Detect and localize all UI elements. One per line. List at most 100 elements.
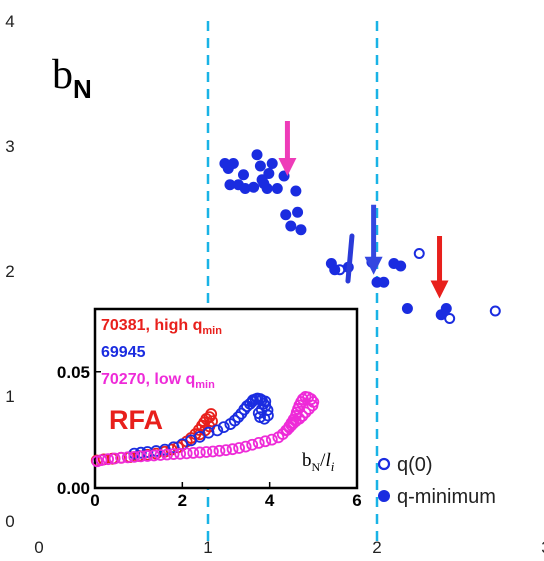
main-scatter-points — [219, 149, 501, 324]
inset-open-circle-point — [187, 446, 200, 459]
main-y-tick-label: 0 — [5, 512, 14, 531]
filled-circle-point — [285, 220, 297, 232]
inset-y-tick-label: 0.05 — [57, 363, 90, 382]
filled-circle-point — [263, 168, 275, 179]
inset-open-circle-point — [95, 454, 108, 467]
filled-circle-point — [251, 149, 263, 161]
inset-open-circle-point — [205, 408, 218, 420]
inset-open-circle-point — [154, 449, 167, 461]
main-y-tick-label: 1 — [5, 387, 14, 406]
inset-open-circle-point — [148, 449, 160, 462]
inset-open-circle-point — [281, 423, 294, 436]
legend-filled-marker — [378, 490, 390, 502]
inset-open-circle-point — [252, 437, 265, 449]
main-x-tick-label: 1 — [203, 538, 212, 557]
inset-x-tick-label: 2 — [178, 491, 187, 510]
main-y-tick-label: 2 — [5, 262, 14, 281]
inset-open-circle-point — [167, 448, 180, 460]
main-y-tick-labels: 0 1 2 3 4 — [5, 12, 14, 531]
inset-open-circle-point — [259, 435, 272, 448]
arrow-annotations — [278, 121, 449, 299]
inset-open-circle-point — [296, 393, 309, 406]
inset-open-circle-point — [283, 421, 296, 434]
filled-circle-point — [254, 160, 266, 172]
filled-circle-point — [280, 209, 292, 221]
inset-open-circle-point — [239, 440, 252, 453]
inset-chart: 0.00 0.05 0 2 4 6 70381, high qmin 69945 702… — [57, 307, 362, 510]
inset-open-circle-point — [128, 447, 141, 460]
inset-open-circle-point — [180, 447, 193, 460]
filled-circle-point — [248, 181, 260, 193]
inset-open-circle-point — [265, 433, 278, 446]
inset-x-tick-label: 4 — [265, 491, 275, 510]
inset-open-circle-point — [220, 444, 232, 457]
annotation-arrow-head — [430, 280, 449, 299]
main-axes: 0 1 2 3 4 0 1 2 3 — [5, 12, 544, 557]
inset-open-circle-point — [121, 451, 134, 464]
main-y-tick-label: 3 — [5, 137, 14, 156]
filled-circle-point — [292, 206, 304, 218]
inset-open-circle-point — [134, 450, 147, 463]
inset-open-circle-point — [206, 445, 219, 458]
inset-open-circle-point — [306, 399, 319, 412]
filled-circle-point — [239, 183, 251, 194]
inset-open-circle-point — [108, 452, 121, 465]
inset-legend-70270: 70270, low qmin — [101, 371, 215, 391]
inset-open-circle-point — [141, 450, 154, 462]
main-y-tick-label: 4 — [5, 12, 14, 31]
inset-open-circle-point — [115, 451, 128, 464]
filled-circle-point — [440, 303, 452, 314]
filled-circle-point — [378, 276, 390, 288]
open-circle-point — [413, 248, 425, 259]
open-circle-point — [489, 305, 501, 317]
legend: q(0) q-minimum — [377, 454, 496, 508]
filled-circle-point — [329, 264, 341, 276]
filled-circle-point — [271, 183, 283, 194]
inset-x-tick-labels: 0 2 4 6 — [90, 482, 362, 510]
filled-circle-point — [395, 260, 407, 272]
inset-open-circle-point — [213, 444, 226, 457]
legend-open-label: q(0) — [397, 454, 433, 476]
inset-open-circle-point — [200, 446, 213, 458]
inset-y-tick-labels: 0.00 0.05 — [57, 363, 101, 498]
filled-circle-point — [227, 158, 239, 169]
inset-open-circle-point — [128, 450, 141, 463]
annotation-arrow-head — [364, 256, 383, 275]
filled-circle-point — [261, 183, 273, 194]
inset-open-circle-point — [161, 448, 173, 461]
annotation-bar — [345, 233, 355, 284]
inset-open-circle-point — [303, 403, 315, 415]
inset-legend-70381: 70381, high qmin — [101, 317, 222, 337]
inset-x-tick-label: 0 — [90, 491, 99, 510]
inset-x-tick-label: 6 — [352, 491, 361, 510]
inset-open-circle-point — [174, 447, 187, 460]
main-x-tick-label: 2 — [372, 538, 381, 557]
inset-rfa-title: RFA — [109, 405, 163, 435]
filled-circle-point — [224, 179, 236, 191]
main-x-tick-labels: 0 1 2 3 — [34, 538, 544, 557]
filled-circle-point — [401, 303, 413, 314]
inset-open-circle-point — [299, 406, 312, 419]
inset-open-circle-point — [232, 411, 245, 423]
legend-open-marker — [377, 457, 391, 471]
filled-circle-point — [266, 158, 278, 169]
inset-scatter-points — [90, 390, 320, 468]
inset-open-circle-point — [257, 397, 270, 410]
filled-circle-point — [290, 185, 302, 197]
annotation-arrow-head — [278, 158, 297, 176]
inset-open-circle-point — [211, 424, 224, 437]
filled-circle-point — [237, 169, 249, 181]
inset-legend-69945: 69945 — [101, 344, 146, 361]
panel-label: bN — [52, 52, 92, 104]
inset-open-circle-point — [193, 446, 206, 459]
main-x-tick-label: 3 — [541, 538, 544, 557]
inset-xlabel: bN/li — [302, 450, 335, 474]
inset-open-circle-point — [228, 414, 241, 427]
main-x-tick-label: 0 — [34, 538, 43, 557]
legend-filled-label: q-minimum — [397, 486, 496, 508]
inset-open-circle-point — [259, 395, 272, 408]
inset-open-circle-point — [233, 442, 246, 454]
filled-circle-point — [295, 224, 307, 236]
inset-open-circle-point — [217, 421, 230, 433]
